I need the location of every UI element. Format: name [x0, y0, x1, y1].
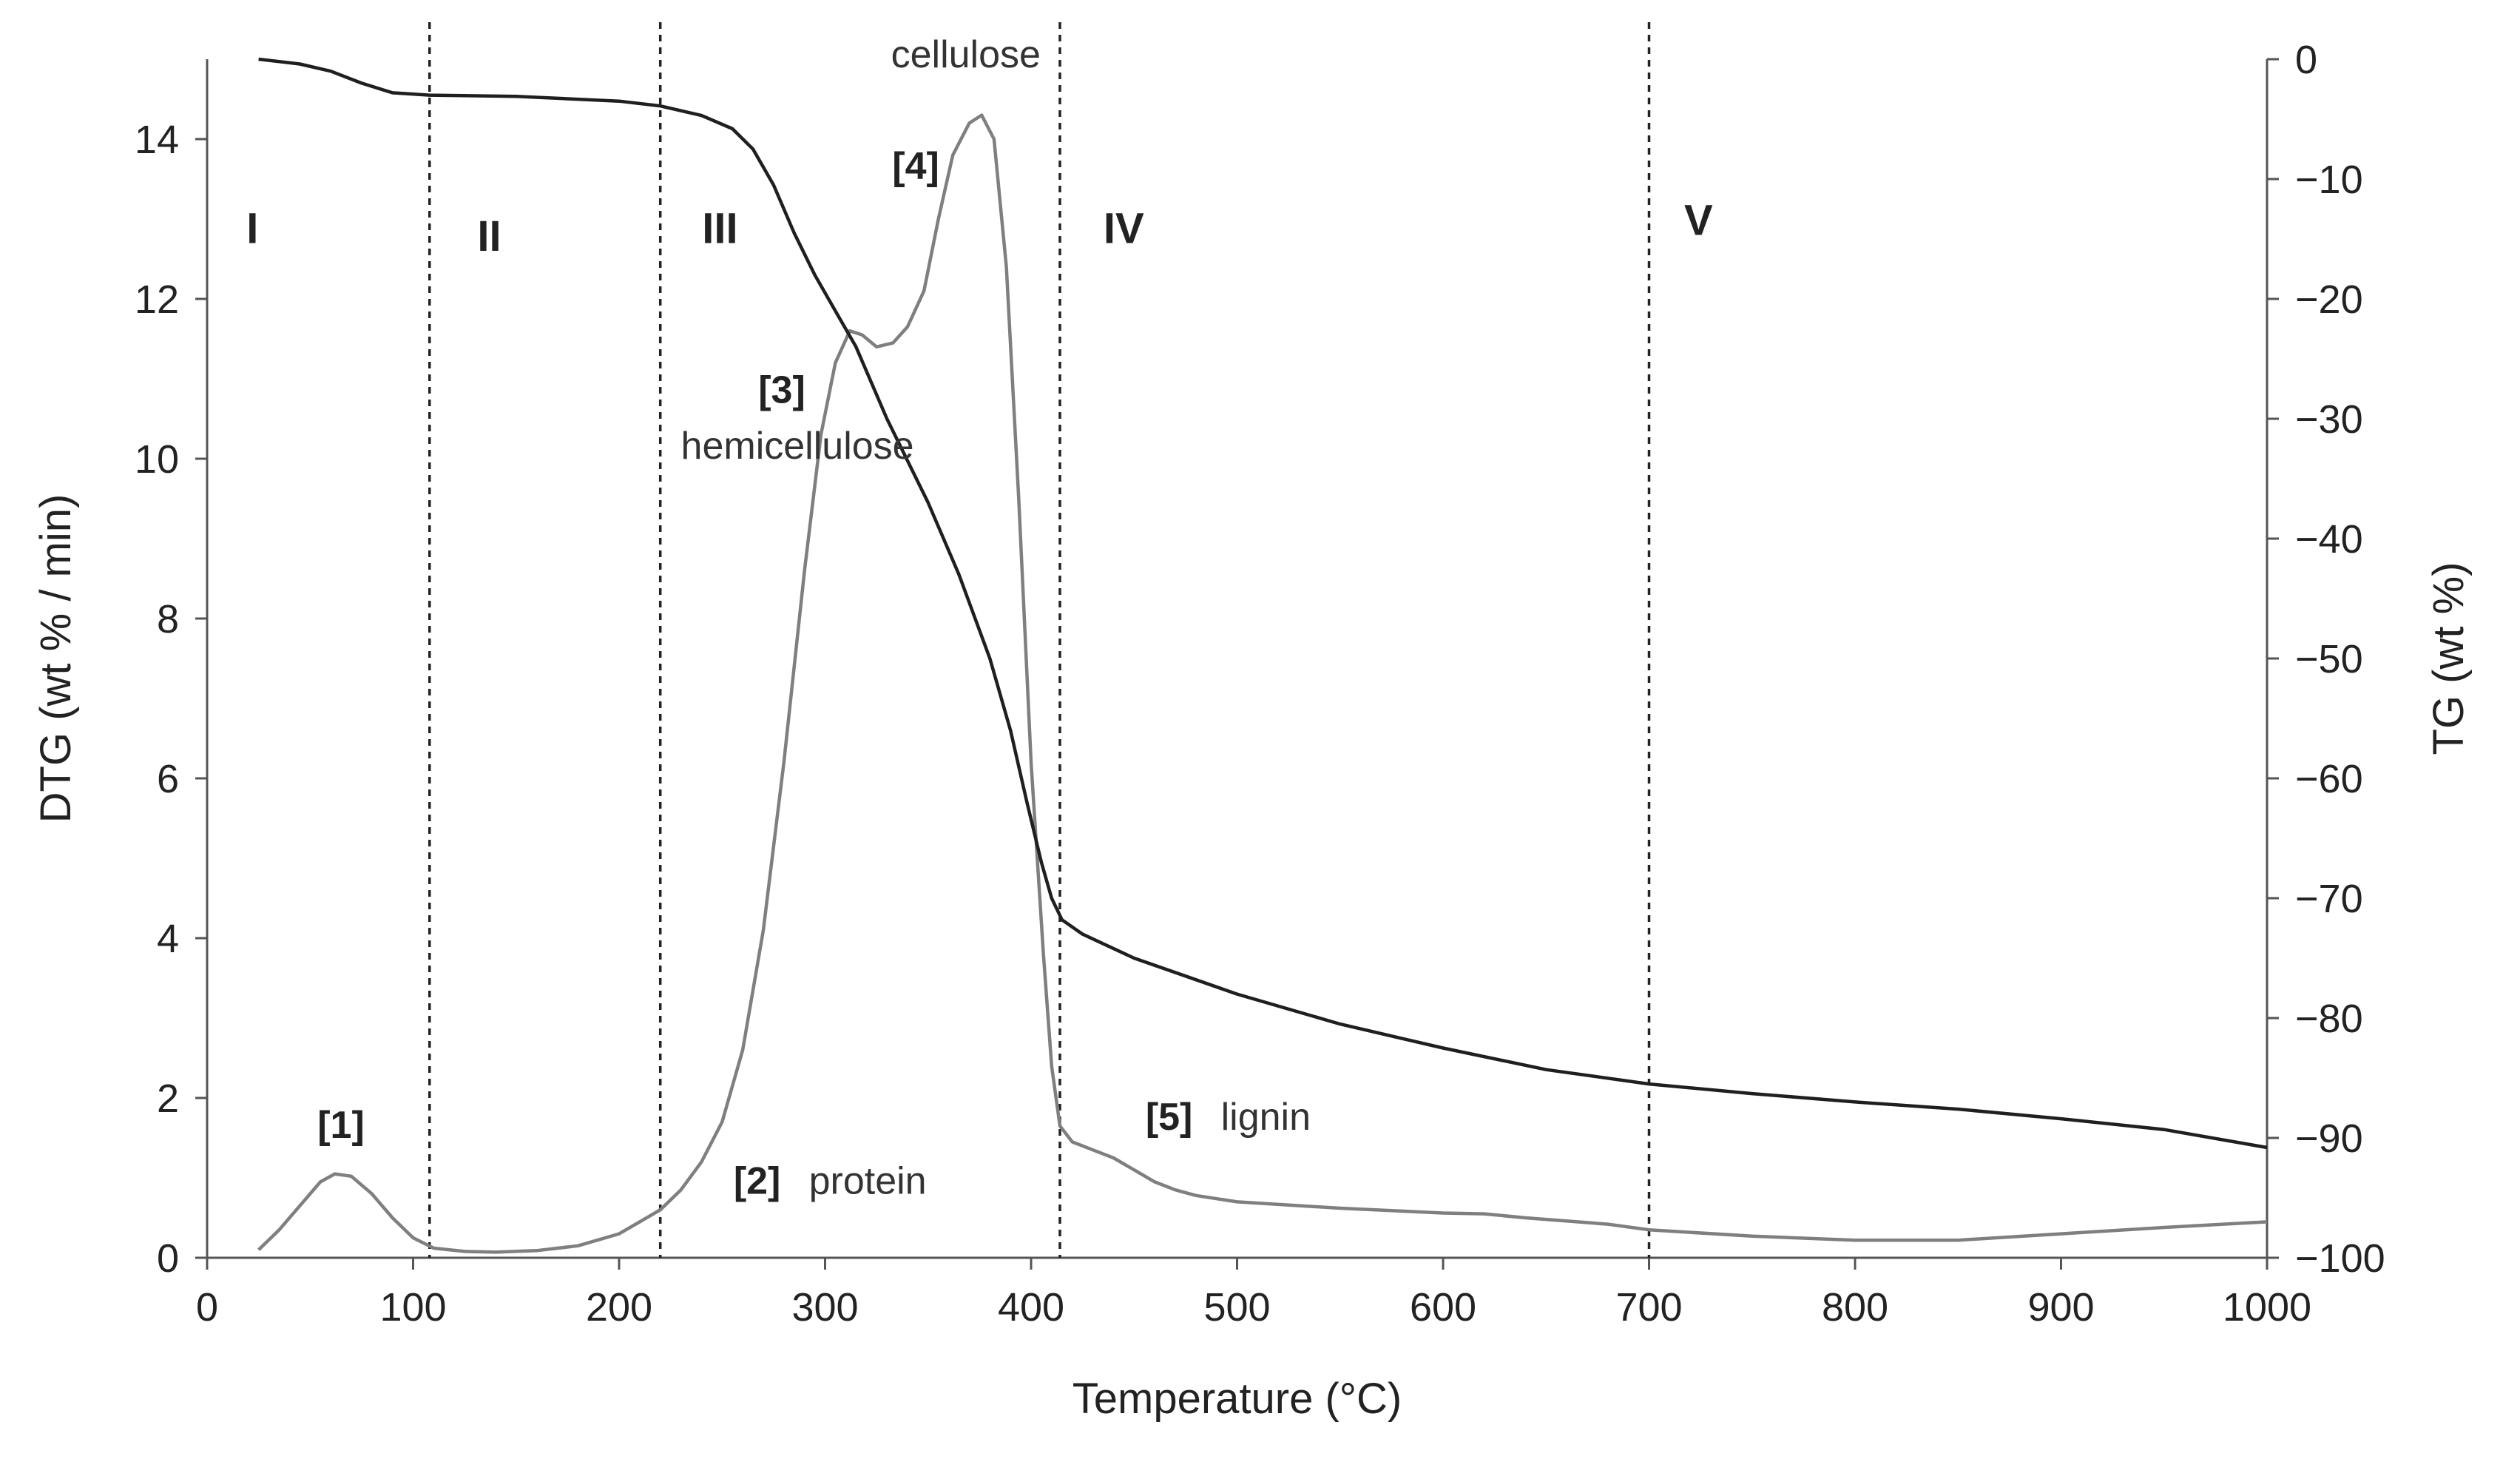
- x-tick-label: 400: [998, 1285, 1064, 1330]
- y-right-tick-label: −10: [2295, 158, 2363, 202]
- zone-label: V: [1684, 197, 1713, 245]
- x-tick-label: 800: [1822, 1285, 1888, 1330]
- x-tick-label: 0: [196, 1285, 218, 1330]
- peak-label: protein: [809, 1160, 927, 1203]
- zone-dividers: [428, 22, 1651, 1258]
- x-tick-label: 300: [791, 1285, 858, 1330]
- y-right-tick-label: −100: [2295, 1236, 2385, 1281]
- y-left-tick-label: 2: [157, 1077, 179, 1121]
- peak-label: lignin: [1221, 1096, 1311, 1139]
- y-left-tick-label: 12: [135, 277, 179, 322]
- y-right-tick-label: −20: [2295, 277, 2363, 322]
- x-tick-label: 900: [2027, 1285, 2094, 1330]
- y-left-tick-label: 4: [157, 917, 179, 961]
- chart-axes: 0 100 200 300 400 500 600 700 800 900 1000 0 2 4 6 8 10 1…: [135, 38, 2385, 1330]
- y-right-tick-label: 0: [2295, 38, 2317, 82]
- peak-number: [5]: [1146, 1096, 1193, 1139]
- x-tick-label: 1000: [2223, 1285, 2311, 1330]
- tg-curve: [258, 57, 2268, 1150]
- x-tick-label: 500: [1203, 1285, 1270, 1330]
- dtg-curve: [257, 113, 2268, 1254]
- peak-number: [2]: [734, 1160, 781, 1203]
- y-right-axis-title: TG (wt %): [2425, 562, 2473, 755]
- peak-annotations: [1] [2] protein [3] hemicellulose [4] cellulos…: [317, 33, 1311, 1203]
- peak-number: [1]: [317, 1104, 365, 1147]
- y-left-tick-label: 10: [135, 437, 179, 482]
- x-tick-label: 600: [1410, 1285, 1476, 1330]
- y-right-tick-label: −60: [2295, 757, 2363, 801]
- y-left-axis-title: DTG (wt % / min): [32, 494, 80, 823]
- zone-label: I: [246, 204, 258, 252]
- y-right-tick-label: −70: [2295, 877, 2363, 921]
- y-left-tick-label: 6: [157, 757, 179, 801]
- y-right-tick-label: −50: [2295, 637, 2363, 681]
- y-left-tick-label: 0: [157, 1236, 179, 1281]
- y-right-tick-label: −30: [2295, 397, 2363, 442]
- x-axis-title: Temperature (°C): [1072, 1375, 1402, 1423]
- zone-label: III: [702, 204, 737, 252]
- peak-number: [4]: [892, 145, 939, 188]
- zone-label: IV: [1104, 204, 1144, 252]
- y-left-tick-label: 8: [157, 597, 179, 641]
- y-left-tick-label: 14: [135, 118, 179, 162]
- peak-label: hemicellulose: [681, 425, 914, 468]
- y-right-tick-label: −90: [2295, 1116, 2363, 1161]
- peak-label: cellulose: [891, 33, 1041, 76]
- x-tick-label: 700: [1615, 1285, 1682, 1330]
- zone-labels: I II III IV V: [246, 197, 1713, 261]
- y-right-tick-label: −80: [2295, 997, 2363, 1041]
- x-tick-label: 100: [379, 1285, 446, 1330]
- x-tick-label: 200: [586, 1285, 652, 1330]
- y-right-tick-label: −40: [2295, 517, 2363, 562]
- chart-series: [257, 57, 2268, 1254]
- zone-label: II: [477, 212, 501, 260]
- peak-number: [3]: [758, 368, 805, 411]
